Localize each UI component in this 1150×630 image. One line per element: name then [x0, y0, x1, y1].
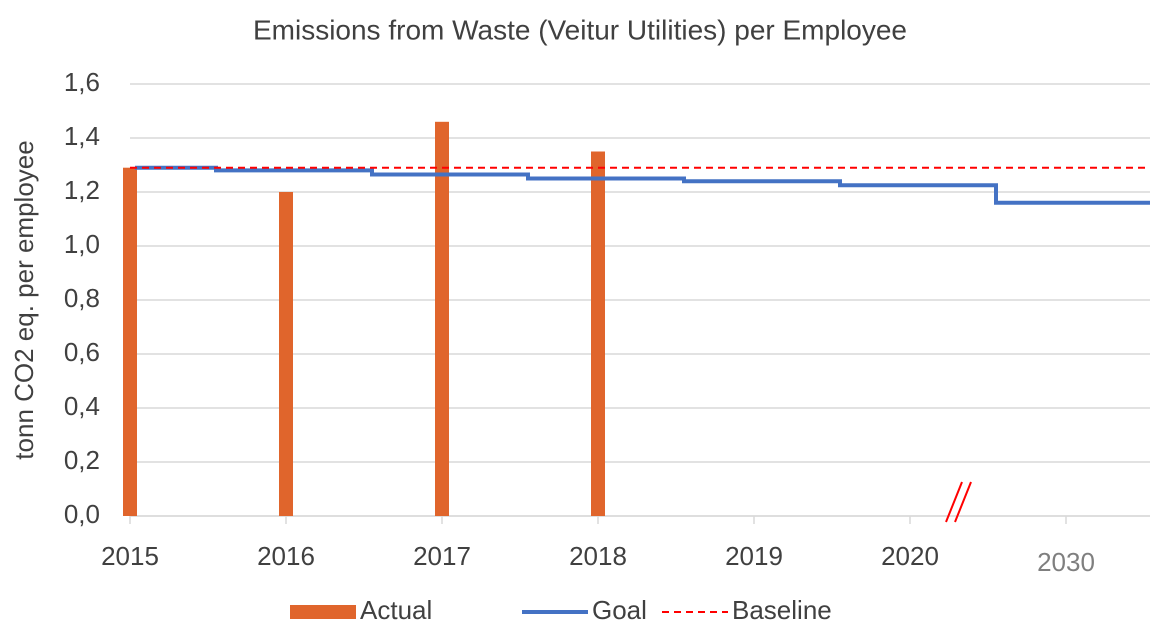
y-tick-label: 1,2 [64, 175, 100, 205]
x-tick-label: 2016 [257, 541, 315, 571]
y-tick-label: 0,6 [64, 337, 100, 367]
legend-swatch [290, 605, 356, 619]
x-tick-label: 2018 [569, 541, 627, 571]
x-tick-label: 2019 [725, 541, 783, 571]
y-tick-label: 0,8 [64, 283, 100, 313]
plot: 0,0 0,2 0,4 0,6 0,8 1,0 1,2 1,4 1,6 2015 2016 2017 2… [64, 67, 1150, 577]
bar [591, 151, 605, 516]
y-tick-label: 1,0 [64, 229, 100, 259]
y-tick-label: 1,4 [64, 121, 100, 151]
y-tick-label: 0,2 [64, 445, 100, 475]
goal-line [135, 165, 1150, 205]
x-tick-label: 2015 [101, 541, 159, 571]
legend-label: Goal [592, 595, 647, 625]
chart-title: Emissions from Waste (Veitur Utilities) … [253, 14, 907, 45]
y-axis-label: tonn CO2 eq. per employee [9, 140, 39, 459]
x-tick-label: 2017 [413, 541, 471, 571]
legend-label: Baseline [732, 595, 832, 625]
x-tick-label: 2030 [1037, 547, 1095, 577]
y-tick-label: 0,4 [64, 391, 100, 421]
axis-break [945, 481, 972, 523]
x-tick-label: 2020 [881, 541, 939, 571]
y-tick-label: 1,6 [64, 67, 100, 97]
legend-label: Actual [360, 595, 432, 625]
y-tick-label: 0,0 [64, 499, 100, 529]
bar [279, 192, 293, 516]
bar [123, 167, 137, 516]
bar [435, 121, 449, 517]
